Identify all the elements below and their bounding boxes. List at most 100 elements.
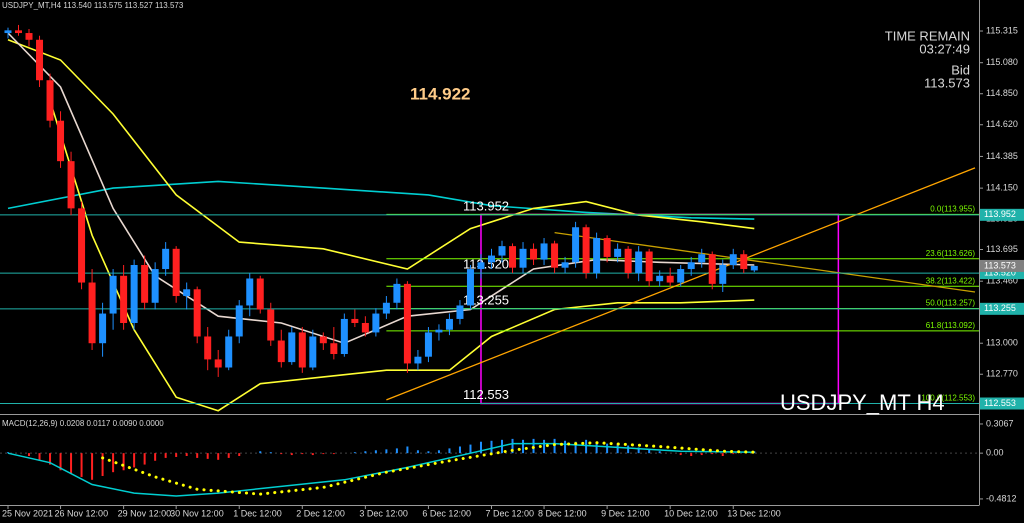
candle-body <box>456 305 464 319</box>
histogram-bar <box>196 453 199 458</box>
x-tick-label: 29 Nov 12:00 <box>118 508 172 518</box>
candle-body <box>530 248 538 260</box>
candle-body <box>193 289 201 337</box>
level-label: 113.520 <box>463 257 509 272</box>
candle-body <box>656 275 664 282</box>
y-tick-label: 112.770 <box>986 369 1018 379</box>
y-tick-label: 113.460 <box>986 276 1018 286</box>
x-tick-label: 10 Dec 12:00 <box>664 508 718 518</box>
histogram-bar <box>448 448 451 454</box>
histogram-bar <box>574 441 577 454</box>
candle-body <box>593 238 601 274</box>
candle-body <box>36 39 44 81</box>
macd-pane <box>0 438 979 497</box>
candle-body <box>120 275 128 323</box>
candle-body <box>708 254 716 284</box>
candle-body <box>403 283 411 364</box>
candle-body <box>698 254 706 263</box>
y-tick-label: 113.000 <box>986 338 1018 348</box>
candle-body <box>572 227 580 263</box>
histogram-bar <box>38 453 41 461</box>
histogram-bar <box>606 443 609 454</box>
level-tag-label: 113.952 <box>984 209 1016 219</box>
histogram-bar <box>585 439 588 454</box>
histogram-bar <box>133 453 136 468</box>
candle-body <box>57 120 65 162</box>
candle-body <box>361 322 369 333</box>
histogram-bar <box>637 447 640 454</box>
candle-body <box>109 275 117 314</box>
candle-body <box>466 269 474 306</box>
candle-body <box>645 251 653 282</box>
candle-body <box>498 246 506 256</box>
histogram-bar <box>658 451 661 454</box>
time-remain: 03:27:49 <box>919 41 970 56</box>
candle-body <box>162 248 170 270</box>
candle-body <box>603 238 611 257</box>
histogram-bar <box>416 450 419 454</box>
candle-body <box>151 269 159 303</box>
histogram-bar <box>564 440 567 454</box>
bid-tag-label: 113.573 <box>984 260 1016 270</box>
y-tick-label: 0.00 <box>986 448 1004 458</box>
candle-body <box>393 283 401 303</box>
candle-body <box>445 318 453 330</box>
histogram-bar <box>721 453 724 457</box>
candle-body <box>78 208 86 283</box>
histogram-bar <box>332 453 335 455</box>
watermark: USDJPY_MT H4 <box>780 390 945 415</box>
fib-label: 50.0(113.257) <box>926 299 976 308</box>
x-tick-label: 26 Nov 12:00 <box>55 508 109 518</box>
histogram-bar <box>511 438 514 454</box>
y-tick-label: 0.3067 <box>986 418 1014 428</box>
x-tick-label: 3 Dec 12:00 <box>359 508 408 518</box>
histogram-bar <box>28 453 31 457</box>
candle-body <box>677 269 685 283</box>
candle-body <box>225 336 233 368</box>
candle-body <box>729 254 737 266</box>
candle-body <box>624 248 632 274</box>
indicator-line <box>7 442 755 497</box>
fib-label: 23.6(113.626) <box>926 249 976 258</box>
candle-body <box>14 30 22 34</box>
histogram-bar <box>353 452 356 454</box>
candle-body <box>435 329 443 333</box>
candle-body <box>204 336 212 360</box>
candle-body <box>424 332 432 357</box>
x-tick-label: 25 Nov 2021 <box>2 508 53 518</box>
level-tag-label: 112.553 <box>984 398 1016 408</box>
candle-body <box>130 265 138 323</box>
y-tick-label: 114.385 <box>986 151 1018 161</box>
candle-body <box>99 313 107 344</box>
histogram-bar <box>154 453 157 461</box>
histogram-bar <box>259 451 262 454</box>
histogram-bar <box>91 453 94 480</box>
indicator-line <box>554 231 976 293</box>
histogram-bar <box>112 453 115 473</box>
histogram-bar <box>122 453 125 471</box>
candle-body <box>288 332 296 363</box>
indicator-line <box>7 180 755 220</box>
candle-body <box>267 309 275 341</box>
x-tick-label: 13 Dec 12:00 <box>727 508 781 518</box>
histogram-bar <box>301 453 304 455</box>
histogram-bar <box>627 445 630 454</box>
candle-body <box>298 332 306 368</box>
candle-body <box>88 282 96 344</box>
candle-body <box>183 289 191 297</box>
candle-body <box>372 313 380 333</box>
level-tag <box>980 208 1024 221</box>
candle-body <box>235 305 243 337</box>
histogram-bar <box>101 453 104 476</box>
histogram-bar <box>711 453 714 455</box>
y-tick-label: 114.620 <box>986 119 1018 129</box>
histogram-bar <box>49 453 52 465</box>
histogram-bar <box>238 453 241 457</box>
histogram-bar <box>311 453 314 456</box>
candle-body <box>246 278 254 306</box>
level-tag <box>980 302 1024 315</box>
candle-body <box>141 265 149 303</box>
candle-body <box>319 336 327 344</box>
candle-body <box>487 255 495 263</box>
